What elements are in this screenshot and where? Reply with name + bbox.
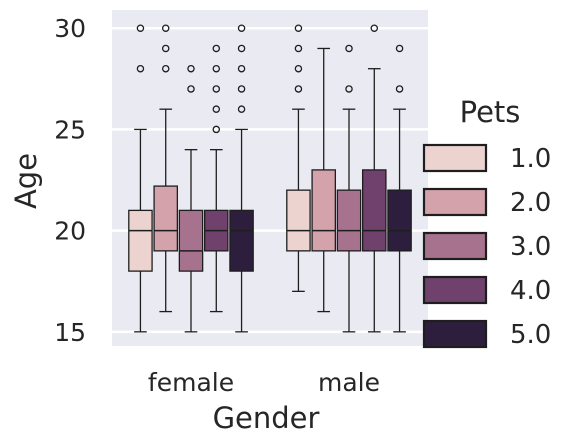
box-iqr — [178, 209, 204, 272]
box-male-2-0 — [311, 47, 337, 313]
box-female-3-0 — [178, 64, 204, 333]
y-tick-label-30: 30 — [54, 14, 86, 43]
legend-label-1-0: 1.0 — [510, 144, 551, 174]
legend-label-5-0: 5.0 — [510, 320, 551, 350]
flier-point — [294, 44, 303, 53]
flier-point — [237, 44, 246, 53]
flier-point — [395, 85, 404, 93]
box-male-1-0 — [286, 24, 311, 292]
box-iqr — [153, 185, 179, 252]
flier-point — [294, 24, 303, 32]
flier-point — [212, 44, 221, 53]
y-axis-label: Age — [9, 153, 43, 209]
flier-point — [136, 24, 145, 32]
y-axis-ticks: 15 20 25 30 — [54, 14, 86, 347]
legend-label-2-0: 2.0 — [510, 188, 551, 218]
legend-swatch-2-0 — [422, 187, 488, 217]
flier-point — [395, 44, 404, 53]
flier-point — [187, 85, 195, 93]
y-tick-label-20: 20 — [54, 217, 86, 246]
box-iqr — [229, 209, 254, 272]
box-iqr — [286, 189, 311, 252]
flier-point — [161, 44, 170, 53]
flier-point — [136, 64, 145, 73]
flier-point — [294, 85, 303, 93]
box-iqr — [311, 169, 337, 252]
box-male-3-0 — [336, 44, 362, 333]
box-iqr — [128, 209, 153, 272]
flier-point — [212, 85, 221, 93]
x-axis-categories: female male — [148, 368, 380, 397]
box-female-1-0 — [128, 24, 153, 333]
box-male-4-0 — [361, 24, 387, 333]
x-axis-label: Gender — [213, 401, 320, 435]
flier-point — [212, 125, 221, 134]
y-tick-label-25: 25 — [54, 115, 86, 144]
flier-point — [161, 64, 170, 73]
legend-title: Pets — [460, 95, 521, 129]
box-male-5-0 — [387, 44, 412, 333]
legend-swatch-5-0 — [422, 319, 488, 349]
x-tick-label-female: female — [148, 368, 234, 397]
flier-point — [187, 64, 195, 73]
box-female-4-0 — [203, 44, 229, 313]
flier-point — [212, 64, 221, 73]
legend-swatch-1-0 — [422, 143, 488, 173]
box-iqr — [387, 189, 412, 252]
flier-point — [237, 85, 246, 93]
flier-point — [237, 64, 246, 73]
legend-swatch-4-0 — [422, 275, 488, 305]
legend: Pets 1.0 2.0 3.0 4.0 5.0 — [422, 95, 551, 350]
flier-point — [345, 44, 353, 53]
legend-swatch-3-0 — [422, 231, 488, 261]
flier-point — [370, 24, 379, 32]
flier-point — [294, 64, 303, 73]
x-tick-label-male: male — [318, 368, 380, 397]
flier-point — [212, 105, 221, 113]
box-female-5-0 — [229, 24, 254, 333]
y-tick-label-15: 15 — [54, 318, 86, 347]
flier-point — [237, 105, 246, 113]
legend-label-3-0: 3.0 — [510, 232, 551, 262]
box-iqr — [361, 169, 387, 252]
box-female-2-0 — [153, 24, 179, 313]
legend-label-4-0: 4.0 — [510, 276, 551, 306]
box-iqr — [336, 189, 362, 252]
flier-point — [161, 24, 170, 32]
box-series — [128, 24, 412, 333]
flier-point — [345, 85, 353, 93]
flier-point — [237, 24, 246, 32]
